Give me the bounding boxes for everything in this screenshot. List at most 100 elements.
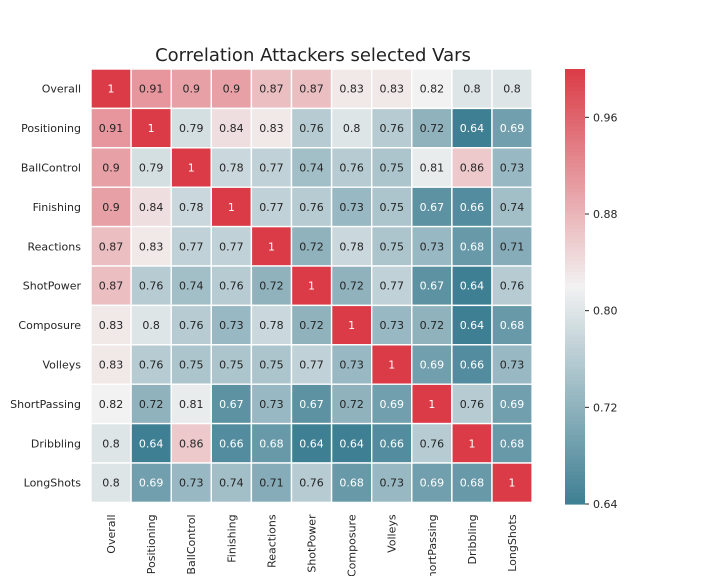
heatmap-cell xyxy=(371,422,413,464)
cell-value-label: 0.73 xyxy=(380,319,405,332)
colorbar-segment xyxy=(565,261,585,266)
cell-value-label: 0.83 xyxy=(99,319,124,332)
heatmap-cell xyxy=(451,147,493,188)
colorbar-segment xyxy=(565,427,585,433)
cell-value-label: 0.64 xyxy=(339,437,364,450)
colorbar-segment xyxy=(565,482,585,487)
cell-value-label: 0.77 xyxy=(380,280,405,293)
cell-value-label: 0.83 xyxy=(99,359,124,372)
cell-value-label: 0.8 xyxy=(102,477,120,490)
cell-value-label: 0.79 xyxy=(179,122,204,135)
colorbar-segment xyxy=(565,311,585,317)
cell-value-label: 0.75 xyxy=(179,359,204,372)
colorbar-segment xyxy=(565,181,585,186)
cell-value-label: 0.73 xyxy=(179,477,204,490)
cell-value-label: 0.91 xyxy=(139,83,164,96)
cell-value-label: 0.72 xyxy=(139,398,164,411)
colorbar-segment xyxy=(565,156,585,161)
x-tick-label: Dribbling xyxy=(466,514,479,564)
heatmap-cell xyxy=(491,462,533,504)
cell-value-label: 0.68 xyxy=(500,437,525,450)
cell-value-label: 0.72 xyxy=(299,319,324,332)
x-tick-label: LongShots xyxy=(506,514,519,572)
colorbar-segment xyxy=(565,90,585,95)
colorbar-segment xyxy=(565,235,585,240)
colorbar-segment xyxy=(565,152,585,157)
cell-value-label: 1 xyxy=(228,201,235,214)
colorbar-segment xyxy=(565,72,585,77)
colorbar-segment xyxy=(565,185,585,190)
colorbar-segment xyxy=(565,366,585,371)
heatmap-cell xyxy=(371,186,413,228)
cell-value-label: 0.87 xyxy=(299,83,324,96)
colorbar-segment xyxy=(565,409,585,414)
cell-value-label: 1 xyxy=(388,359,395,372)
y-tick-label: Finishing xyxy=(33,201,81,214)
cell-value-label: 0.82 xyxy=(99,398,124,411)
cell-value-label: 0.87 xyxy=(99,280,124,293)
cell-value-label: 0.72 xyxy=(259,280,284,293)
heatmap-cell xyxy=(130,107,172,149)
colorbar-segment xyxy=(565,446,585,451)
chart-title: Correlation Attackers selected Vars xyxy=(155,45,471,66)
x-tick-label: Finishing xyxy=(225,514,238,562)
cell-value-label: 0.71 xyxy=(259,477,284,490)
cell-value-label: 0.75 xyxy=(380,201,405,214)
colorbar-segment xyxy=(565,351,585,356)
cell-value-label: 0.72 xyxy=(339,398,364,411)
x-tick-label: Volleys xyxy=(386,514,399,553)
heatmap-cell xyxy=(491,225,533,267)
heatmap-cell xyxy=(290,383,333,425)
heatmap-cell xyxy=(371,344,413,385)
heatmap-cell xyxy=(491,422,533,464)
cell-value-label: 0.76 xyxy=(219,280,244,293)
heatmap-cell xyxy=(330,304,373,346)
cell-value-label: 0.86 xyxy=(179,437,204,450)
heatmap-cell xyxy=(290,225,333,267)
colorbar-segment xyxy=(565,456,585,462)
cell-value-label: 0.68 xyxy=(259,437,284,450)
cell-value-label: 0.8 xyxy=(463,83,481,96)
heatmap-cell xyxy=(330,107,373,149)
cell-value-label: 1 xyxy=(268,240,275,253)
colorbar-segment xyxy=(565,163,585,168)
cell-value-label: 0.9 xyxy=(102,162,120,175)
colorbar-segment xyxy=(565,145,585,150)
cell-value-label: 0.76 xyxy=(299,201,324,214)
colorbar-segment xyxy=(565,493,585,498)
cell-value-label: 0.67 xyxy=(420,201,445,214)
heatmap-cell xyxy=(170,304,212,346)
cell-value-label: 0.83 xyxy=(139,240,164,253)
cell-value-label: 0.76 xyxy=(339,162,364,175)
colorbar-segment xyxy=(565,478,585,483)
colorbar-segment xyxy=(565,170,585,175)
heatmap-cell xyxy=(411,462,453,504)
colorbar-segment xyxy=(565,438,585,443)
colorbar-tick-label: 0.64 xyxy=(593,498,618,511)
cell-value-label: 1 xyxy=(188,162,195,175)
cell-value-label: 0.77 xyxy=(299,359,324,372)
heatmap-cell xyxy=(451,186,493,228)
heatmap-cell xyxy=(491,107,533,149)
colorbar-segment xyxy=(565,214,585,219)
y-tick-label: ShotPower xyxy=(23,280,82,293)
heatmap-cell xyxy=(130,225,172,267)
cell-value-label: 0.76 xyxy=(299,477,324,490)
colorbar-segment xyxy=(565,322,585,327)
colorbar-segment xyxy=(565,79,585,85)
x-tick-label: Composure xyxy=(346,514,359,576)
cell-value-label: 0.64 xyxy=(139,437,164,450)
cell-value-label: 0.66 xyxy=(460,359,485,372)
cell-value-label: 0.68 xyxy=(339,477,364,490)
cell-value-label: 0.74 xyxy=(500,201,525,214)
heatmap-cell xyxy=(90,422,132,464)
y-tick-label: Positioning xyxy=(21,122,81,135)
y-tick-label: Dribbling xyxy=(31,437,81,450)
cell-value-label: 0.9 xyxy=(102,201,120,214)
colorbar-segment xyxy=(565,195,585,201)
colorbar-segment xyxy=(565,304,585,309)
colorbar-segment xyxy=(565,275,585,280)
colorbar-segment xyxy=(565,308,585,313)
colorbar-segment xyxy=(565,119,585,124)
